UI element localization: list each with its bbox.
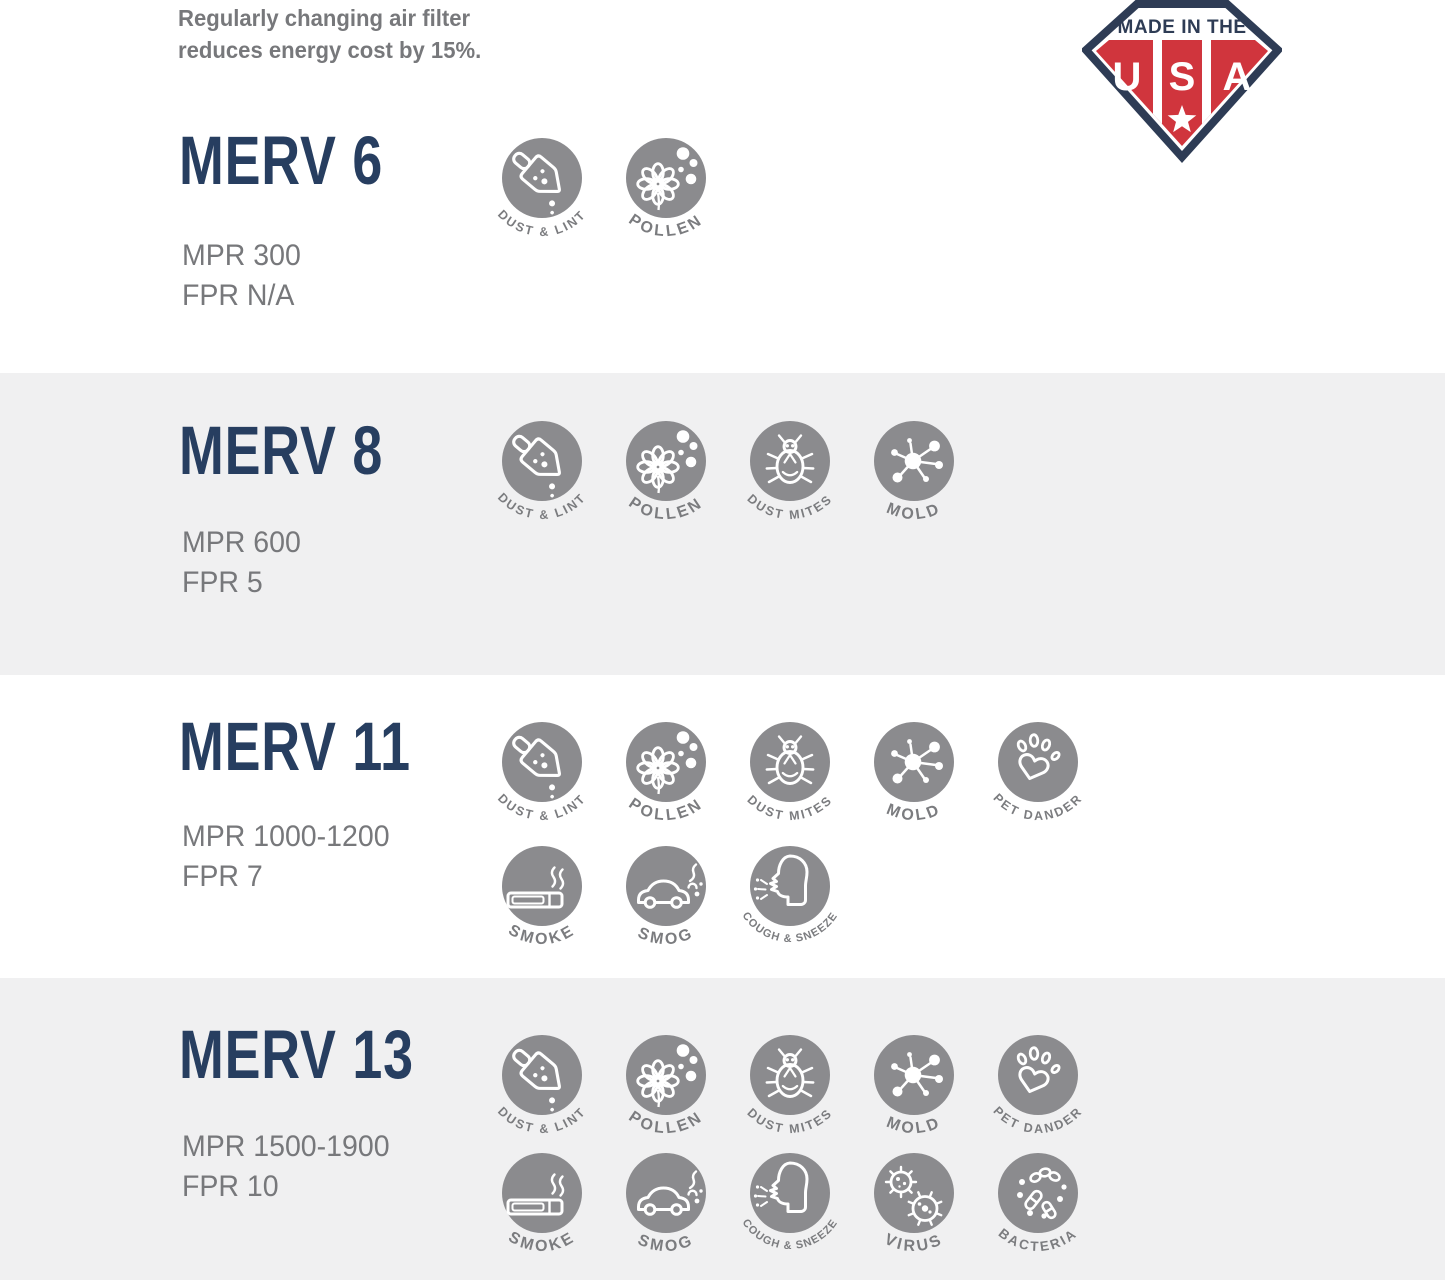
merv11-icon-row-1: DUST & LINT POLLEN DUST MITES MOLD PET DANDE… (482, 716, 1098, 834)
merv6-icon-row: DUST & LINT POLLEN (482, 132, 726, 250)
dust-lint-circle (502, 138, 582, 218)
cough-sneeze-icon: COUGH & SNEEZE (740, 1153, 839, 1252)
smoke-circle (502, 1153, 582, 1233)
merv13-title: MERV 13 (179, 1016, 414, 1093)
dust-lint-circle (502, 421, 582, 501)
cough-sneeze-circle (750, 1153, 830, 1233)
dust-lint-icon: DUST & LINT (495, 421, 587, 522)
dust-mites-circle (750, 1035, 830, 1115)
merv11-icon-row-2: SMOKE SMOG COUGH & SNEEZE (482, 840, 850, 958)
bacteria-icon: BACTERIA (996, 1153, 1078, 1254)
mold-icon: MOLD (874, 421, 954, 523)
badge-banner-text: MADE IN THE (1118, 17, 1247, 38)
mold-label: MOLD (884, 1114, 944, 1137)
pet-dander-icon: PET DANDER (991, 722, 1083, 823)
pollen-icon: POLLEN (625, 1035, 706, 1137)
merv6-mpr: MPR 300 (182, 239, 301, 272)
dust-mites-icon: DUST MITES (744, 722, 833, 823)
smog-circle (626, 1153, 706, 1233)
pet-dander-icon: PET DANDER (991, 1035, 1083, 1136)
merv13-mpr: MPR 1500-1900 (182, 1130, 390, 1163)
smoke-icon: SMOKE (502, 846, 582, 948)
smoke-circle (502, 846, 582, 926)
pet-dander-circle (998, 722, 1078, 802)
merv8-mpr: MPR 600 (182, 526, 301, 559)
merv11-ratings: MPR 1000-1200 FPR 7 (182, 817, 390, 897)
virus-icon: VIRUS (874, 1153, 954, 1255)
dust-lint-icon: DUST & LINT (495, 1035, 587, 1136)
section-merv6: Regularly changing air filter reduces en… (0, 0, 1445, 373)
badge-letter-u: U (1113, 55, 1142, 99)
section-merv8: MERV 8 MPR 600 FPR 5 DUST & LINT POLLEN DU… (0, 373, 1445, 675)
energy-note-line1: Regularly changing air filter (178, 5, 471, 31)
cough-sneeze-circle (750, 846, 830, 926)
dust-lint-icon: DUST & LINT (495, 722, 587, 823)
virus-label: VIRUS (882, 1231, 946, 1255)
mold-label: MOLD (884, 801, 944, 824)
merv11-mpr: MPR 1000-1200 (182, 820, 390, 853)
dust-lint-circle (502, 1035, 582, 1115)
energy-note: Regularly changing air filter reduces en… (178, 2, 481, 66)
mold-icon: MOLD (874, 1035, 954, 1137)
bacteria-circle (998, 1153, 1078, 1233)
merv13-fpr: FPR 10 (182, 1170, 279, 1203)
merv13-ratings: MPR 1500-1900 FPR 10 (182, 1127, 390, 1207)
pollen-icon: POLLEN (625, 421, 706, 523)
cough-sneeze-icon: COUGH & SNEEZE (740, 846, 839, 945)
dust-mites-circle (750, 722, 830, 802)
merv8-ratings: MPR 600 FPR 5 (182, 523, 301, 603)
energy-note-line2: reduces energy cost by 15%. (178, 37, 482, 63)
dust-mites-circle (750, 421, 830, 501)
smog-circle (626, 846, 706, 926)
merv8-icon-row: DUST & LINT POLLEN DUST MITES MOLD (482, 415, 974, 533)
merv6-fpr: FPR N/A (182, 279, 295, 312)
dust-mites-icon: DUST MITES (744, 1035, 833, 1136)
mold-label: MOLD (884, 500, 944, 523)
pollen-icon: POLLEN (625, 722, 706, 824)
dust-lint-circle (502, 722, 582, 802)
merv8-fpr: FPR 5 (182, 566, 263, 599)
made-in-usa-badge: MADE IN THE U S A (1082, 0, 1282, 163)
merv13-icon-row-2: SMOKE SMOG COUGH & SNEEZE VIRUS BACTERIA (482, 1147, 1098, 1265)
badge-letter-s: S (1169, 55, 1196, 99)
mold-icon: MOLD (874, 722, 954, 824)
merv11-fpr: FPR 7 (182, 860, 263, 893)
section-merv11: MERV 11 MPR 1000-1200 FPR 7 DUST & LINT P… (0, 675, 1445, 978)
merv8-title: MERV 8 (179, 412, 384, 489)
section-merv13: MERV 13 MPR 1500-1900 FPR 10 DUST & LINT… (0, 978, 1445, 1280)
smog-icon: SMOG (626, 846, 706, 949)
smog-label: SMOG (635, 925, 697, 949)
badge-star-icon (1167, 105, 1197, 133)
dust-mites-icon: DUST MITES (744, 421, 833, 522)
smog-icon: SMOG (626, 1153, 706, 1256)
virus-circle (874, 1153, 954, 1233)
merv6-title: MERV 6 (179, 122, 384, 199)
badge-letter-a: A (1223, 55, 1252, 99)
dust-lint-icon: DUST & LINT (495, 138, 587, 239)
smoke-icon: SMOKE (502, 1153, 582, 1255)
pollen-icon: POLLEN (625, 138, 706, 240)
merv11-title: MERV 11 (179, 708, 411, 785)
pet-dander-circle (998, 1035, 1078, 1115)
smog-label: SMOG (635, 1232, 697, 1256)
merv13-icon-row-1: DUST & LINT POLLEN DUST MITES MOLD PET DANDE… (482, 1029, 1098, 1147)
merv6-ratings: MPR 300 FPR N/A (182, 236, 301, 316)
